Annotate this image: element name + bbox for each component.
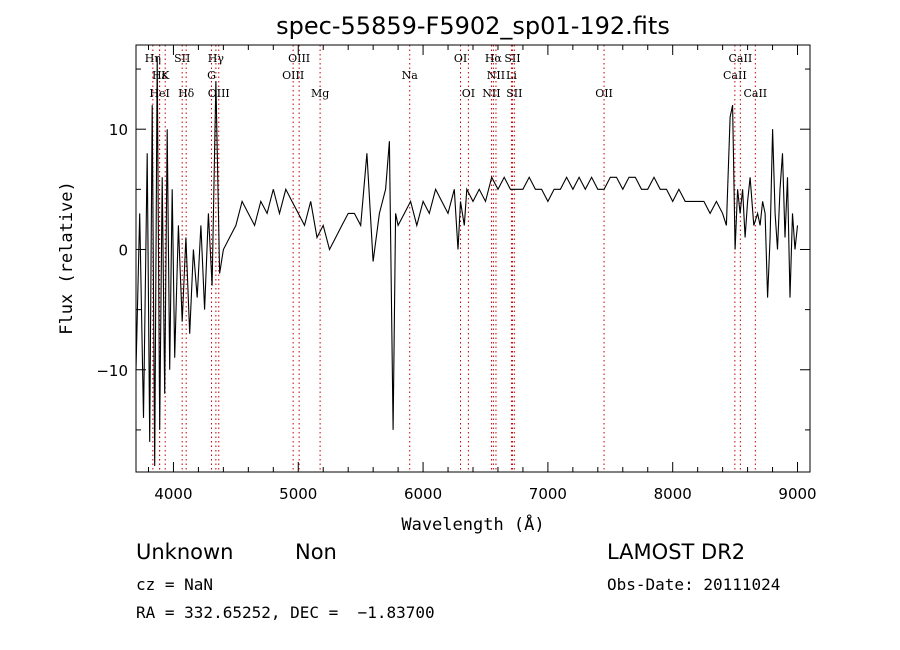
spectral-line-label: OIII [288,52,310,65]
x-axis-label: Wavelength (Å) [401,513,544,535]
spectral-line-label: Hγ [208,52,225,65]
subclass-label: Non [295,540,337,564]
spectral-line-label: OIII [282,69,304,82]
spectral-line-label: HeI [149,87,169,100]
x-tick-label: 6000 [404,485,442,503]
x-tick-label: 9000 [778,485,816,503]
spectral-line-label: OI [454,52,467,65]
x-tick-label: 5000 [279,485,317,503]
spectral-line-label: Hη [145,52,161,65]
y-axis-label: Flux (relative) [57,181,77,335]
spectral-line-label: G [207,69,216,82]
y-tick-label: 10 [109,121,128,139]
plot-frame [135,44,811,473]
spectral-line-label: OII [595,87,613,100]
spectral-line-markers [152,45,756,472]
spectral-line-label: Hε [152,69,168,82]
spectral-line-labels: Hη HεK HeI SII Hδ Hγ G OIII OIII OIII Mg Na OI OI Hα NI… [145,52,767,100]
spectral-line-label: Na [402,69,419,82]
redshift-value: cz = NaN [136,575,214,594]
y-axis: −10 0 10 [96,68,810,431]
class-label: Unknown [136,540,234,564]
spectrum-line [135,56,799,467]
spectral-line-label: Hα [485,52,503,65]
survey-label: LAMOST DR2 [607,540,746,564]
spectral-line-label: NII [482,87,500,100]
coordinates-value: RA = 332.65252, DEC = −1.83700 [136,603,435,622]
spectral-line-label: Li [506,69,517,82]
obs-date-value: Obs-Date: 20111024 [607,575,781,594]
spectral-line-label: NII [487,69,505,82]
spectral-line-label: SII [174,52,190,65]
y-tick-label: −10 [96,362,128,380]
spectral-line-label: OIII [208,87,230,100]
spectral-line-label: Mg [311,87,329,100]
chart-title: spec-55859-F5902_sp01-192.fits [276,12,670,40]
x-tick-label: 8000 [654,485,692,503]
spectral-line-label: SII [504,52,520,65]
spectral-line-label: CaII [743,87,767,100]
y-tick-label: 0 [118,241,128,259]
x-tick-label: 7000 [529,485,567,503]
x-tick-label: 4000 [154,485,192,503]
spectral-line-label: SII [506,87,522,100]
spectral-line-label: Hδ [178,87,195,100]
x-axis: 4000 5000 6000 7000 8000 9000 [147,45,817,503]
spectral-line-label: CaII [729,52,753,65]
spectral-line-label: CaII [723,69,747,82]
spectral-line-label: K [161,69,170,82]
spectral-line-label: OI [462,87,475,100]
